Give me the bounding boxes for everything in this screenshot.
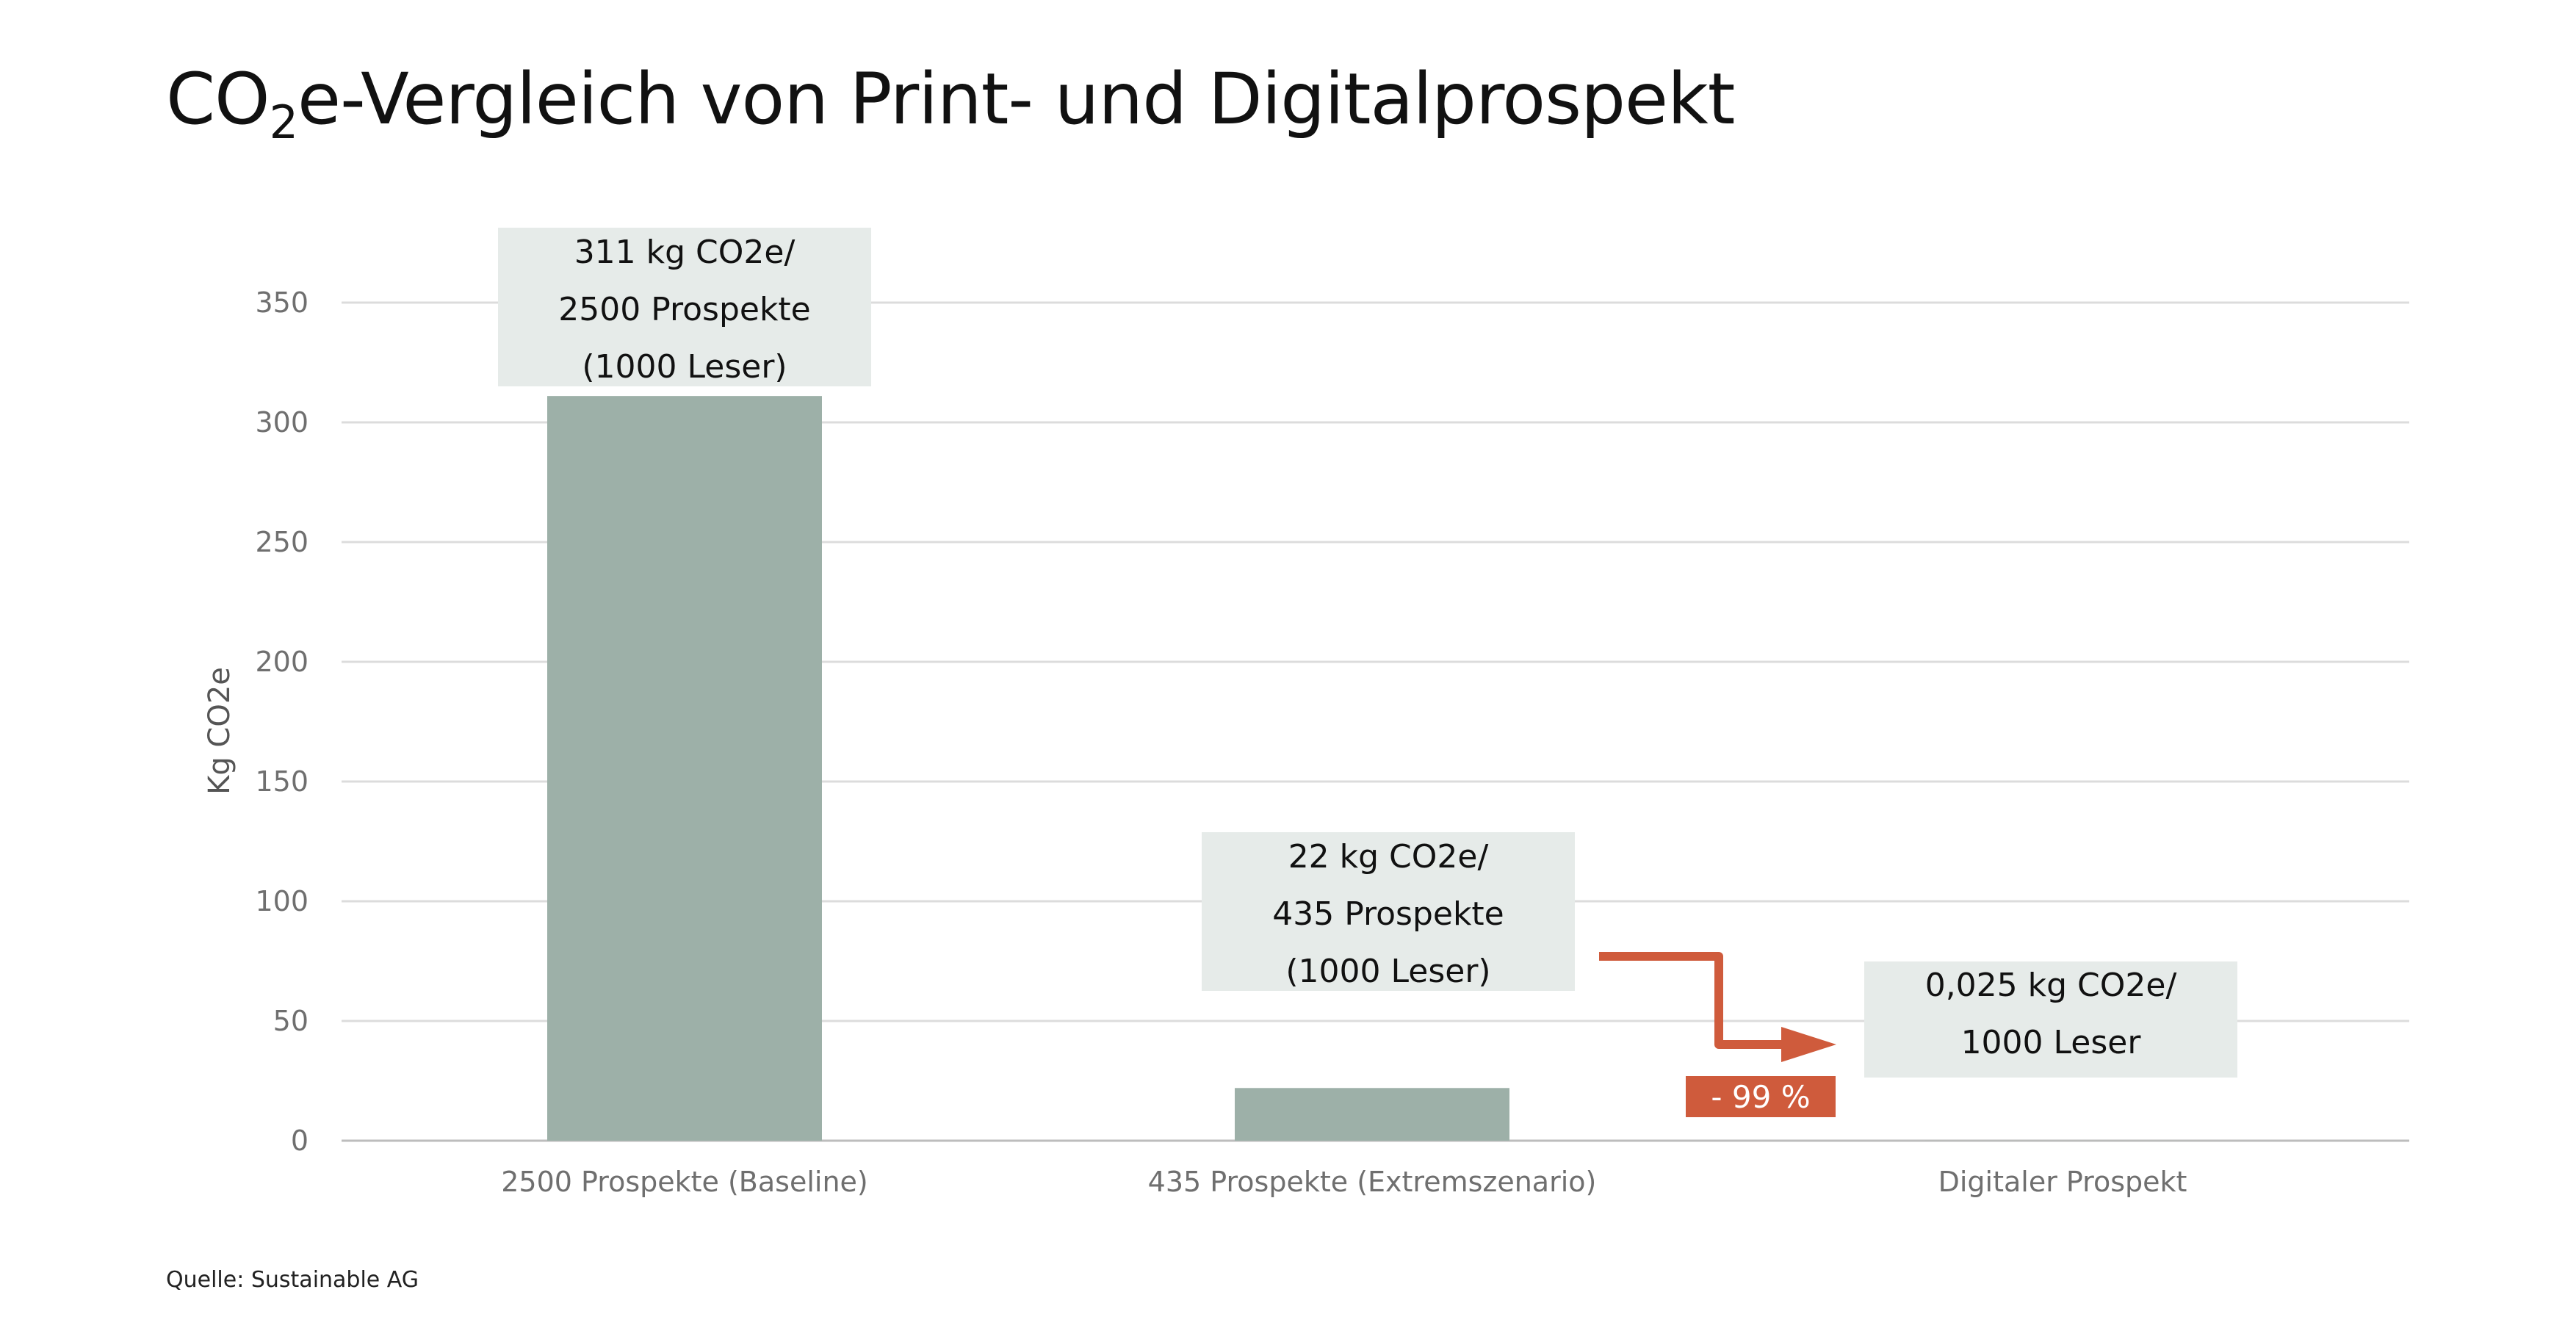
y-tick-label: 100 [255, 885, 309, 917]
y-tick-label: 0 [291, 1125, 309, 1157]
annotation-box [1202, 832, 1575, 991]
y-tick-label: 250 [255, 526, 309, 558]
y-tick-label: 150 [255, 765, 309, 798]
y-tick-label: 200 [255, 646, 309, 678]
reduction-badge [1686, 1076, 1836, 1117]
annotation-line: (1000 Leser) [582, 348, 787, 386]
bar-2 [1235, 1088, 1509, 1141]
annotation-line: (1000 Leser) [1285, 953, 1490, 990]
y-axis-ticks: 0 50 100 150 200 250 300 350 [255, 286, 309, 1157]
y-tick-label: 300 [255, 406, 309, 439]
annotation-line: 0,025 kg CO2e/ [1925, 967, 2177, 1004]
x-axis-categories: 2500 Prospekte (Baseline) 435 Prospekte (… [501, 1166, 2187, 1198]
annotation-line: 1000 Leser [1961, 1024, 2142, 1061]
source-note: Quelle: Sustainable AG [166, 1267, 419, 1293]
reduction-badge-label: - 99 % [1711, 1079, 1810, 1115]
y-tick-label: 350 [255, 286, 309, 319]
title-subscript: 2 [269, 95, 298, 149]
annotation-line: 311 kg CO2e/ [574, 234, 795, 271]
annotation-line: 2500 Prospekte [558, 291, 811, 328]
reduction-arrow-head [1781, 1027, 1836, 1062]
reduction-arrow-line [1599, 952, 1781, 1049]
x-category-label: 435 Prospekte (Extremszenario) [1148, 1166, 1597, 1198]
x-category-label: 2500 Prospekte (Baseline) [501, 1166, 868, 1198]
annotation-box [1864, 961, 2237, 1078]
y-tick-label: 50 [273, 1005, 309, 1037]
annotation-3: 0,025 kg CO2e/1000 Leser [1864, 961, 2237, 1078]
y-axis-label: Kg CO2e [203, 667, 237, 795]
annotation-box [498, 228, 871, 386]
bars [547, 396, 2200, 1141]
annotation-line: 22 kg CO2e/ [1288, 838, 1489, 876]
annotation-line: 435 Prospekte [1272, 895, 1504, 933]
x-category-label: Digitaler Prospekt [1938, 1166, 2187, 1198]
bar-1 [547, 396, 822, 1141]
reduction-arrow: - 99 % [1599, 952, 1836, 1117]
annotation-2: 22 kg CO2e/435 Prospekte (1000 Leser) [1202, 832, 1575, 991]
page-title: CO2e-Vergleich von Print- und Digitalpro… [166, 58, 1735, 149]
annotations: 311 kg CO2e/2500 Prospekte(1000 Leser)22… [498, 228, 2237, 1078]
annotation-1: 311 kg CO2e/2500 Prospekte (1000 Leser) [498, 228, 871, 386]
